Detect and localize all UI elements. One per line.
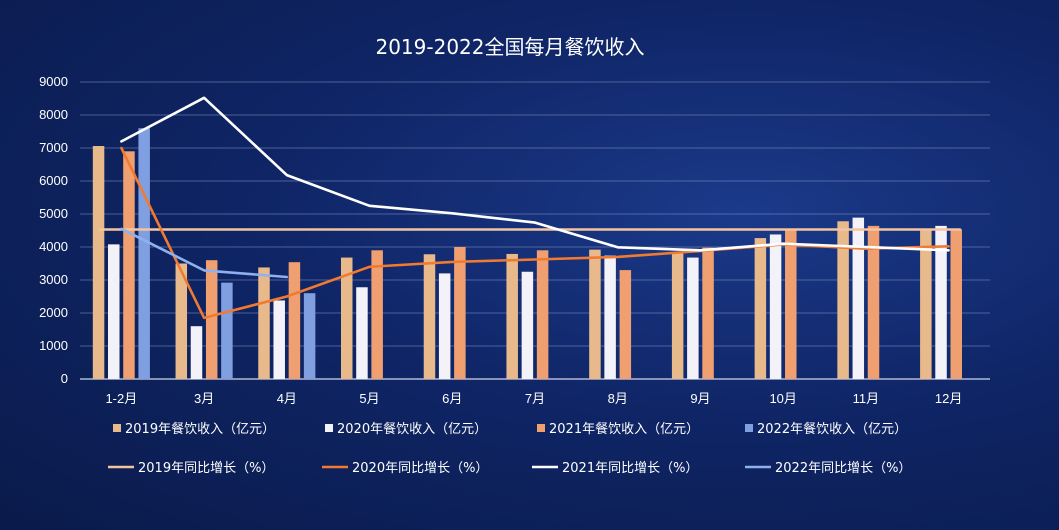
legend: 2019年餐饮收入（亿元） 2020年餐饮收入（亿元） 2021年餐饮收入（亿元） 2… bbox=[108, 421, 911, 476]
legend-label-line-2022: 2022年同比增长（%） bbox=[775, 461, 911, 476]
bar-2021-6 bbox=[619, 270, 632, 379]
bar-2021-5 bbox=[536, 250, 549, 379]
y-tick-label: 4000 bbox=[39, 239, 68, 254]
x-tick-label: 12月 bbox=[935, 391, 962, 406]
bar-2022-1 bbox=[221, 282, 233, 379]
y-tick-label: 6000 bbox=[39, 173, 68, 188]
x-tick-label: 10月 bbox=[769, 391, 796, 406]
legend-label-bar-2019: 2019年餐饮收入（亿元） bbox=[125, 421, 275, 437]
bar-2019-6 bbox=[589, 249, 601, 379]
bar-2020-6 bbox=[604, 255, 616, 379]
legend-label-line-2019: 2019年同比增长（%） bbox=[138, 461, 274, 476]
legend-label-bar-2020: 2020年餐饮收入（亿元） bbox=[337, 421, 487, 437]
bar-2020-2 bbox=[273, 300, 285, 379]
y-tick-label: 3000 bbox=[39, 272, 68, 287]
axes: 0 1000 2000 3000 4000 5000 6000 7000 8000 9000 1-2… bbox=[39, 74, 962, 406]
y-tick-label: 0 bbox=[61, 371, 68, 386]
legend-swatch-bar-2020 bbox=[325, 424, 333, 432]
bar-2021-4 bbox=[454, 247, 466, 379]
legend-label-bar-2022: 2022年餐饮收入（亿元） bbox=[757, 421, 907, 437]
line-series-2021 bbox=[120, 96, 950, 252]
legend-label-line-2020: 2020年同比增长（%） bbox=[352, 461, 488, 476]
bar-2021-3 bbox=[371, 250, 383, 379]
bar-2020-9 bbox=[852, 217, 865, 379]
x-tick-label: 5月 bbox=[359, 391, 379, 406]
bar-2020-3 bbox=[356, 287, 368, 379]
bar-2021-2 bbox=[288, 262, 301, 379]
y-tick-label: 2000 bbox=[39, 305, 68, 320]
y-tick-label: 1000 bbox=[39, 338, 68, 353]
legend-label-bar-2021: 2021年餐饮收入（亿元） bbox=[549, 421, 699, 437]
bar-2021-1 bbox=[205, 260, 218, 379]
x-tick-label: 11月 bbox=[853, 391, 880, 406]
y-tick-label: 5000 bbox=[39, 206, 68, 221]
bar-2021-7 bbox=[702, 247, 714, 379]
bar-2021-0 bbox=[123, 151, 135, 379]
bar-2020-10 bbox=[935, 225, 947, 379]
legend-swatch-bar-2022 bbox=[745, 424, 753, 432]
bar-2019-1 bbox=[175, 263, 188, 379]
bar-2022-0 bbox=[138, 128, 150, 379]
legend-label-line-2021: 2021年同比增长（%） bbox=[562, 461, 698, 476]
bar-2021-9 bbox=[867, 225, 880, 379]
bar-2020-7 bbox=[687, 257, 699, 379]
bar-2019-9 bbox=[837, 221, 849, 379]
x-tick-label: 3月 bbox=[194, 391, 214, 406]
line-series-2020 bbox=[120, 146, 950, 320]
bar-2019-4 bbox=[423, 254, 436, 379]
bar-2019-10 bbox=[920, 229, 932, 379]
x-tick-label: 4月 bbox=[277, 391, 297, 406]
x-tick-label: 8月 bbox=[608, 391, 628, 406]
x-tick-label: 7月 bbox=[525, 391, 545, 406]
chart-title: 2019-2022全国每月餐饮收入 bbox=[375, 35, 644, 59]
bar-2020-0 bbox=[108, 244, 120, 379]
y-tick-label: 8000 bbox=[39, 107, 68, 122]
legend-swatch-bar-2021 bbox=[537, 424, 545, 432]
bar-2019-8 bbox=[754, 238, 767, 379]
x-tick-label: 6月 bbox=[442, 391, 462, 406]
x-tick-label: 1-2月 bbox=[105, 391, 137, 406]
bar-2020-4 bbox=[438, 273, 451, 379]
bar-2019-7 bbox=[671, 252, 684, 379]
bar-2022-2 bbox=[303, 293, 316, 379]
bar-2020-8 bbox=[769, 234, 782, 379]
bar-2021-10 bbox=[950, 229, 962, 379]
bar-2021-8 bbox=[785, 229, 797, 379]
y-tick-label: 7000 bbox=[39, 140, 68, 155]
x-tick-label: 9月 bbox=[690, 391, 710, 406]
bar-2019-2 bbox=[258, 267, 270, 379]
line-series-2022 bbox=[120, 227, 289, 279]
bar-2020-5 bbox=[521, 271, 534, 379]
bar-2019-3 bbox=[340, 257, 353, 379]
legend-swatch-bar-2019 bbox=[113, 424, 121, 432]
y-tick-label: 9000 bbox=[39, 74, 68, 89]
bar-2020-1 bbox=[190, 326, 203, 379]
lines bbox=[98, 96, 962, 320]
bar-2019-5 bbox=[506, 253, 518, 379]
bar-2019-0 bbox=[92, 146, 105, 379]
bars bbox=[92, 128, 962, 379]
